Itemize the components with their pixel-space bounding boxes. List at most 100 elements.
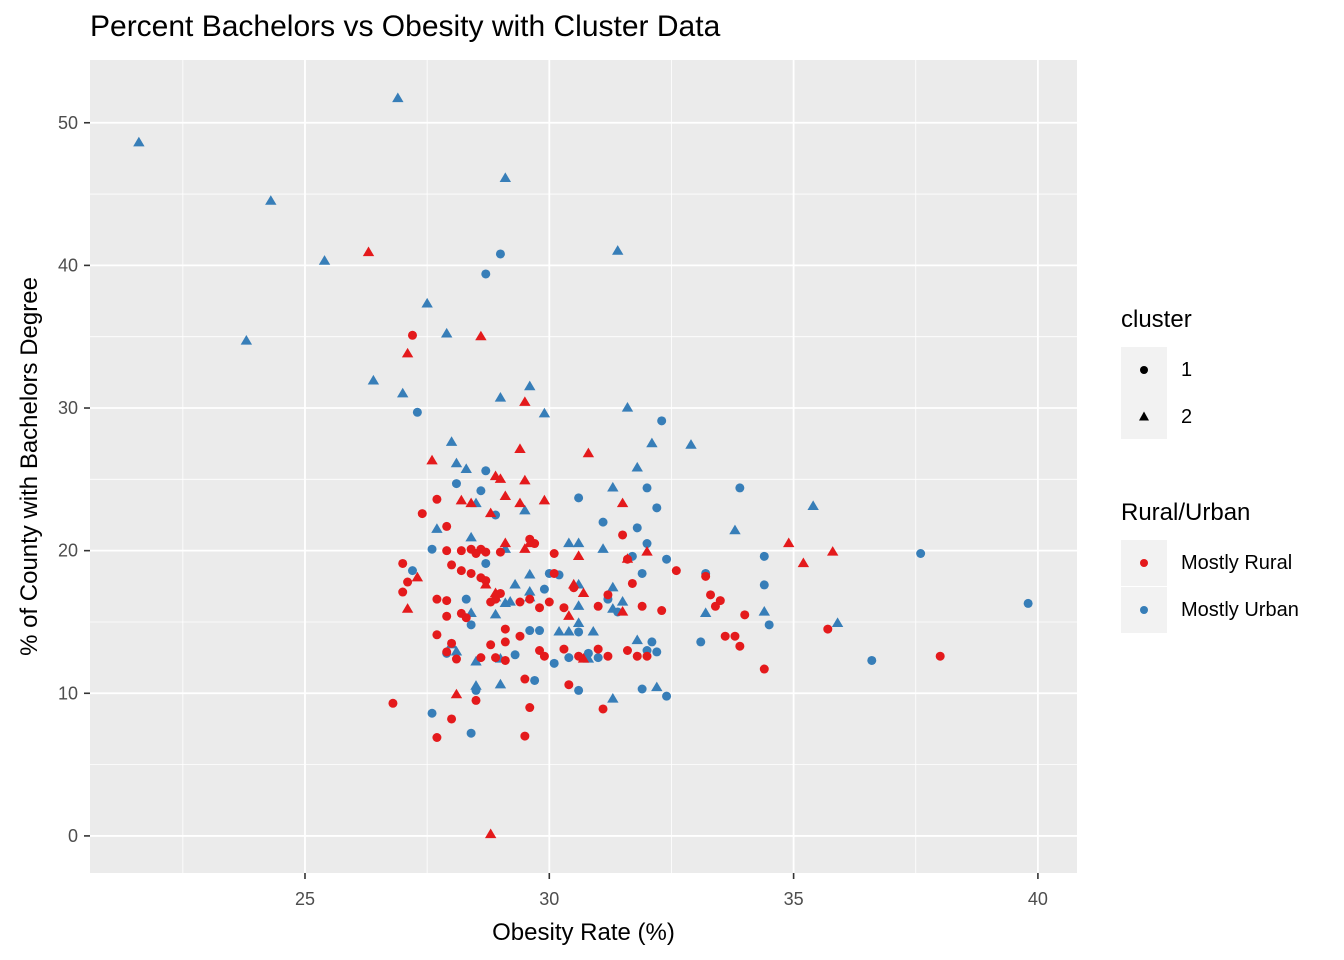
data-point-circle: [603, 652, 612, 661]
data-point-circle: [467, 729, 476, 738]
data-point-circle: [530, 676, 539, 685]
data-point-circle: [481, 576, 490, 585]
data-point-circle: [408, 566, 417, 575]
data-point-circle: [462, 595, 471, 604]
data-point-circle: [418, 509, 427, 518]
data-point-circle: [696, 637, 705, 646]
data-point-circle: [452, 479, 461, 488]
data-point-circle: [662, 692, 671, 701]
data-point-circle: [652, 647, 661, 656]
data-point-circle: [457, 546, 466, 555]
data-point-circle: [403, 578, 412, 587]
data-point-circle: [594, 645, 603, 654]
data-point-circle: [599, 704, 608, 713]
data-point-circle: [643, 652, 652, 661]
data-point-circle: [408, 331, 417, 340]
data-point-circle: [432, 495, 441, 504]
data-point-circle: [457, 566, 466, 575]
data-point-circle: [472, 549, 481, 558]
data-point-circle: [716, 596, 725, 605]
data-point-circle: [496, 589, 505, 598]
data-point-circle: [652, 503, 661, 512]
data-point-circle: [520, 675, 529, 684]
data-point-circle: [623, 555, 632, 564]
y-tick-label: 20: [58, 541, 78, 561]
data-point-circle: [442, 546, 451, 555]
data-point-circle: [442, 612, 451, 621]
data-point-circle: [515, 598, 524, 607]
data-point-circle: [525, 595, 534, 604]
data-point-circle: [765, 620, 774, 629]
data-point-circle: [476, 486, 485, 495]
x-tick-label: 25: [295, 889, 315, 909]
data-point-circle: [559, 645, 568, 654]
data-point-circle: [388, 699, 397, 708]
data-point-circle: [413, 408, 422, 417]
plot-panel: [90, 60, 1077, 873]
data-point-circle: [535, 603, 544, 612]
data-point-circle: [633, 652, 642, 661]
urban-color-dot-icon: [1140, 606, 1148, 614]
data-point-circle: [442, 596, 451, 605]
data-point-circle: [447, 714, 456, 723]
x-tick-label: 30: [539, 889, 559, 909]
legend-label-cluster-2: 2: [1181, 406, 1192, 429]
data-point-circle: [447, 560, 456, 569]
x-axis-title: Obesity Rate (%): [492, 919, 675, 946]
data-point-circle: [511, 650, 520, 659]
data-point-circle: [916, 549, 925, 558]
data-point-circle: [564, 653, 573, 662]
legend-key-mostly-urban: [1121, 587, 1167, 633]
data-point-circle: [501, 656, 510, 665]
data-point-circle: [559, 603, 568, 612]
data-point-circle: [1024, 599, 1033, 608]
data-point-circle: [643, 483, 652, 492]
data-point-circle: [594, 653, 603, 662]
data-point-circle: [735, 642, 744, 651]
legend-cluster-title: cluster: [1121, 306, 1192, 334]
data-point-circle: [760, 665, 769, 674]
x-tick-label: 35: [784, 889, 804, 909]
data-point-circle: [594, 602, 603, 611]
data-point-circle: [823, 625, 832, 634]
data-point-circle: [574, 652, 583, 661]
y-tick-label: 10: [58, 683, 78, 703]
legend-key-cluster-2: [1121, 393, 1167, 439]
data-point-circle: [525, 703, 534, 712]
data-point-circle: [462, 613, 471, 622]
data-point-circle: [525, 535, 534, 544]
data-point-circle: [472, 696, 481, 705]
circle-marker-icon: [1140, 366, 1148, 374]
data-point-circle: [657, 416, 666, 425]
data-point-circle: [472, 686, 481, 695]
data-point-circle: [599, 518, 608, 527]
data-point-circle: [569, 583, 578, 592]
data-point-circle: [574, 686, 583, 695]
data-point-circle: [452, 655, 461, 664]
data-point-circle: [476, 653, 485, 662]
data-point-circle: [672, 566, 681, 575]
data-point-circle: [428, 545, 437, 554]
data-point-circle: [496, 249, 505, 258]
y-tick-label: 0: [68, 826, 78, 846]
data-point-circle: [760, 580, 769, 589]
data-point-circle: [603, 590, 612, 599]
y-tick-label: 50: [58, 113, 78, 133]
data-point-circle: [447, 639, 456, 648]
data-point-circle: [481, 466, 490, 475]
data-point-circle: [721, 632, 730, 641]
data-point-circle: [491, 653, 500, 662]
data-point-circle: [496, 548, 505, 557]
data-point-circle: [706, 590, 715, 599]
rural-color-dot-icon: [1140, 559, 1148, 567]
data-point-circle: [618, 530, 627, 539]
data-point-circle: [735, 483, 744, 492]
data-point-circle: [623, 646, 632, 655]
data-point-circle: [398, 559, 407, 568]
data-point-circle: [501, 637, 510, 646]
data-point-circle: [550, 549, 559, 558]
data-point-circle: [486, 598, 495, 607]
data-point-circle: [550, 659, 559, 668]
data-point-circle: [442, 522, 451, 531]
